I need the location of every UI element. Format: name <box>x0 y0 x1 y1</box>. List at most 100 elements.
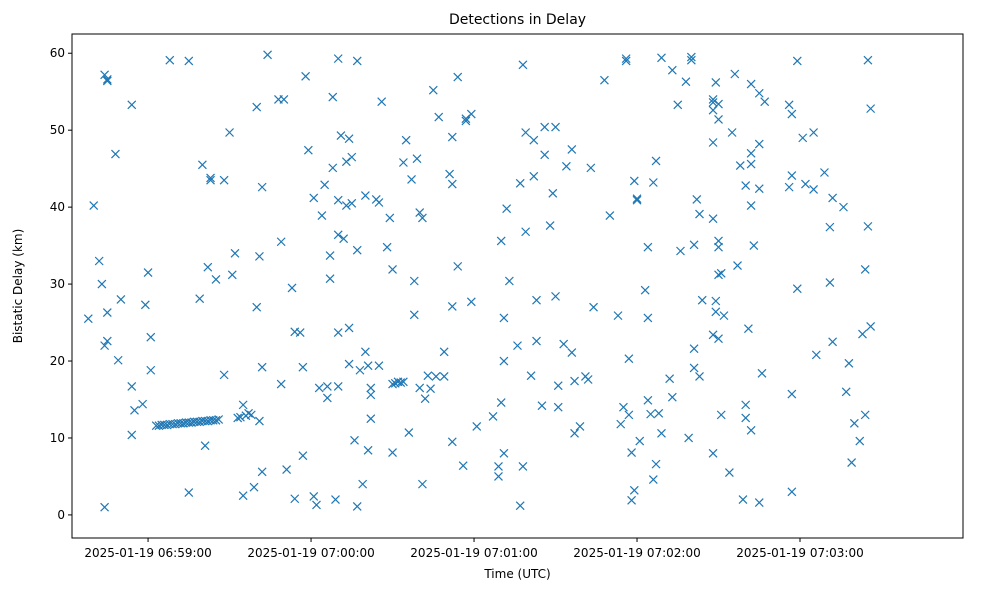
data-point <box>521 128 531 137</box>
data-point <box>494 472 503 481</box>
y-tick-label: 0 <box>57 508 65 522</box>
data-point <box>290 494 300 504</box>
data-point <box>784 100 794 110</box>
data-point <box>724 468 734 478</box>
data-point <box>252 302 262 312</box>
data-point <box>347 152 357 162</box>
data-point <box>749 241 759 251</box>
data-point <box>863 221 873 231</box>
data-point <box>116 295 126 304</box>
data-point <box>257 182 267 192</box>
data-point <box>640 285 650 295</box>
data-point <box>276 237 286 247</box>
data-point <box>415 383 425 393</box>
data-point <box>692 195 702 204</box>
data-point <box>97 279 107 289</box>
data-point <box>466 297 476 307</box>
data-point <box>333 328 343 337</box>
data-point <box>784 182 794 192</box>
data-point <box>100 502 110 512</box>
data-point <box>738 495 748 504</box>
data-point <box>811 350 821 360</box>
data-point <box>651 459 661 469</box>
data-point <box>648 178 658 187</box>
data-point <box>760 97 770 107</box>
data-point <box>100 341 110 351</box>
data-point <box>312 500 321 510</box>
data-point <box>309 492 319 501</box>
data-point <box>165 55 175 65</box>
data-point <box>352 502 362 511</box>
data-point <box>746 159 756 169</box>
data-point <box>866 321 876 331</box>
y-tick-label: 30 <box>50 277 65 291</box>
data-point <box>627 495 637 505</box>
data-point <box>287 283 297 293</box>
data-point <box>667 392 677 402</box>
data-point <box>447 132 457 142</box>
data-point <box>257 467 267 477</box>
data-point <box>529 171 539 181</box>
data-point <box>333 230 343 240</box>
data-point <box>515 178 525 188</box>
data-point <box>708 98 718 107</box>
data-point <box>206 173 215 183</box>
data-point <box>320 180 330 190</box>
data-point <box>860 265 870 274</box>
data-point <box>798 133 808 143</box>
data-point <box>708 448 718 458</box>
data-point <box>586 163 596 173</box>
data-point <box>570 428 579 438</box>
data-point <box>439 371 449 381</box>
data-point <box>102 308 112 317</box>
data-point <box>657 53 666 63</box>
data-points <box>83 50 876 512</box>
data-point <box>344 359 354 369</box>
data-point <box>83 314 93 324</box>
data-point <box>714 236 723 246</box>
data-point <box>686 52 696 62</box>
data-point <box>716 410 726 420</box>
data-point <box>314 383 324 393</box>
data-point <box>404 428 414 438</box>
data-point <box>545 221 555 231</box>
data-point <box>366 383 376 393</box>
data-point <box>689 363 699 373</box>
data-point <box>263 50 273 60</box>
data-point <box>499 313 509 323</box>
data-point <box>787 171 797 181</box>
data-point <box>195 294 205 304</box>
data-point <box>113 355 123 365</box>
data-point <box>627 448 637 458</box>
data-point <box>279 94 289 104</box>
data-point <box>396 378 406 387</box>
data-point <box>657 428 666 438</box>
data-point <box>526 371 536 381</box>
data-point <box>227 270 237 280</box>
data-point <box>860 410 870 420</box>
data-point <box>629 485 639 495</box>
data-point <box>855 436 865 446</box>
data-point <box>515 501 525 511</box>
plot-frame <box>71 33 964 539</box>
data-point <box>499 448 509 458</box>
data-point <box>426 384 435 394</box>
data-point <box>374 198 384 207</box>
data-point <box>439 347 449 357</box>
x-tick-label: 2025-01-19 07:01:00 <box>410 546 537 560</box>
data-point <box>532 295 541 305</box>
data-point <box>787 109 797 119</box>
data-point <box>325 274 335 284</box>
data-point <box>540 150 550 160</box>
data-point <box>496 236 506 246</box>
data-point <box>298 451 308 461</box>
data-point <box>102 76 112 86</box>
data-point <box>146 332 156 342</box>
data-point <box>344 134 354 144</box>
data-point <box>447 179 457 189</box>
data-point <box>398 377 408 387</box>
data-point <box>686 55 696 65</box>
data-point <box>322 381 332 391</box>
data-point <box>711 78 721 87</box>
data-point <box>385 213 395 223</box>
